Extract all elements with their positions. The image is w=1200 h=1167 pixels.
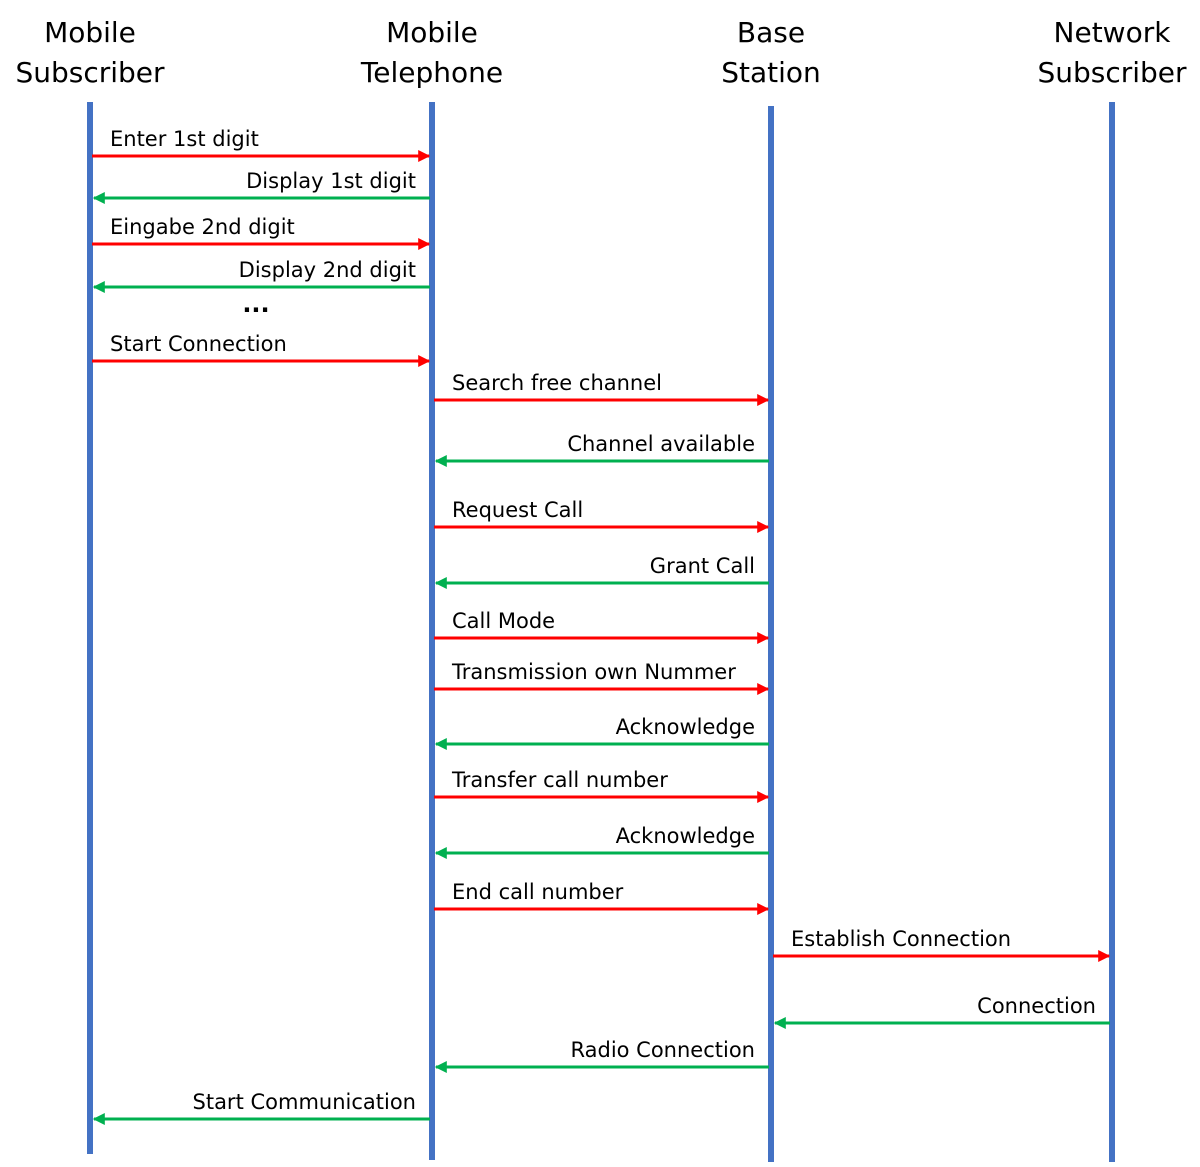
- participant-label: Network: [1054, 16, 1172, 49]
- message-label: Grant Call: [650, 554, 755, 578]
- participant-label: Subscriber: [1037, 56, 1187, 89]
- participant-label: Mobile: [386, 16, 478, 49]
- participant-label: Base: [737, 16, 805, 49]
- message-label: Request Call: [452, 498, 583, 522]
- message-label: Call Mode: [452, 609, 555, 633]
- message-label: End call number: [452, 880, 624, 904]
- participant-label: Station: [721, 56, 821, 89]
- message-label: Search free channel: [452, 371, 662, 395]
- message-label: Enter 1st digit: [110, 127, 259, 151]
- message-label: Transmission own Nummer: [451, 660, 736, 684]
- message-label: Establish Connection: [791, 927, 1011, 951]
- participant-label: Mobile: [44, 16, 136, 49]
- participant-label: Telephone: [360, 56, 503, 89]
- message-label: Display 1st digit: [246, 169, 416, 193]
- participant-label: Subscriber: [15, 56, 165, 89]
- ellipsis: ...: [242, 290, 269, 318]
- message-label: Start Connection: [110, 332, 287, 356]
- message-label: Start Communication: [193, 1090, 417, 1114]
- message-label: Eingabe 2nd digit: [110, 215, 295, 239]
- message-label: Transfer call number: [451, 768, 668, 792]
- message-label: Display 2nd digit: [239, 258, 416, 282]
- message-label: Radio Connection: [570, 1038, 755, 1062]
- message-label: Channel available: [567, 432, 755, 456]
- message-label: Acknowledge: [616, 715, 755, 739]
- message-label: Connection: [977, 994, 1096, 1018]
- message-label: Acknowledge: [616, 824, 755, 848]
